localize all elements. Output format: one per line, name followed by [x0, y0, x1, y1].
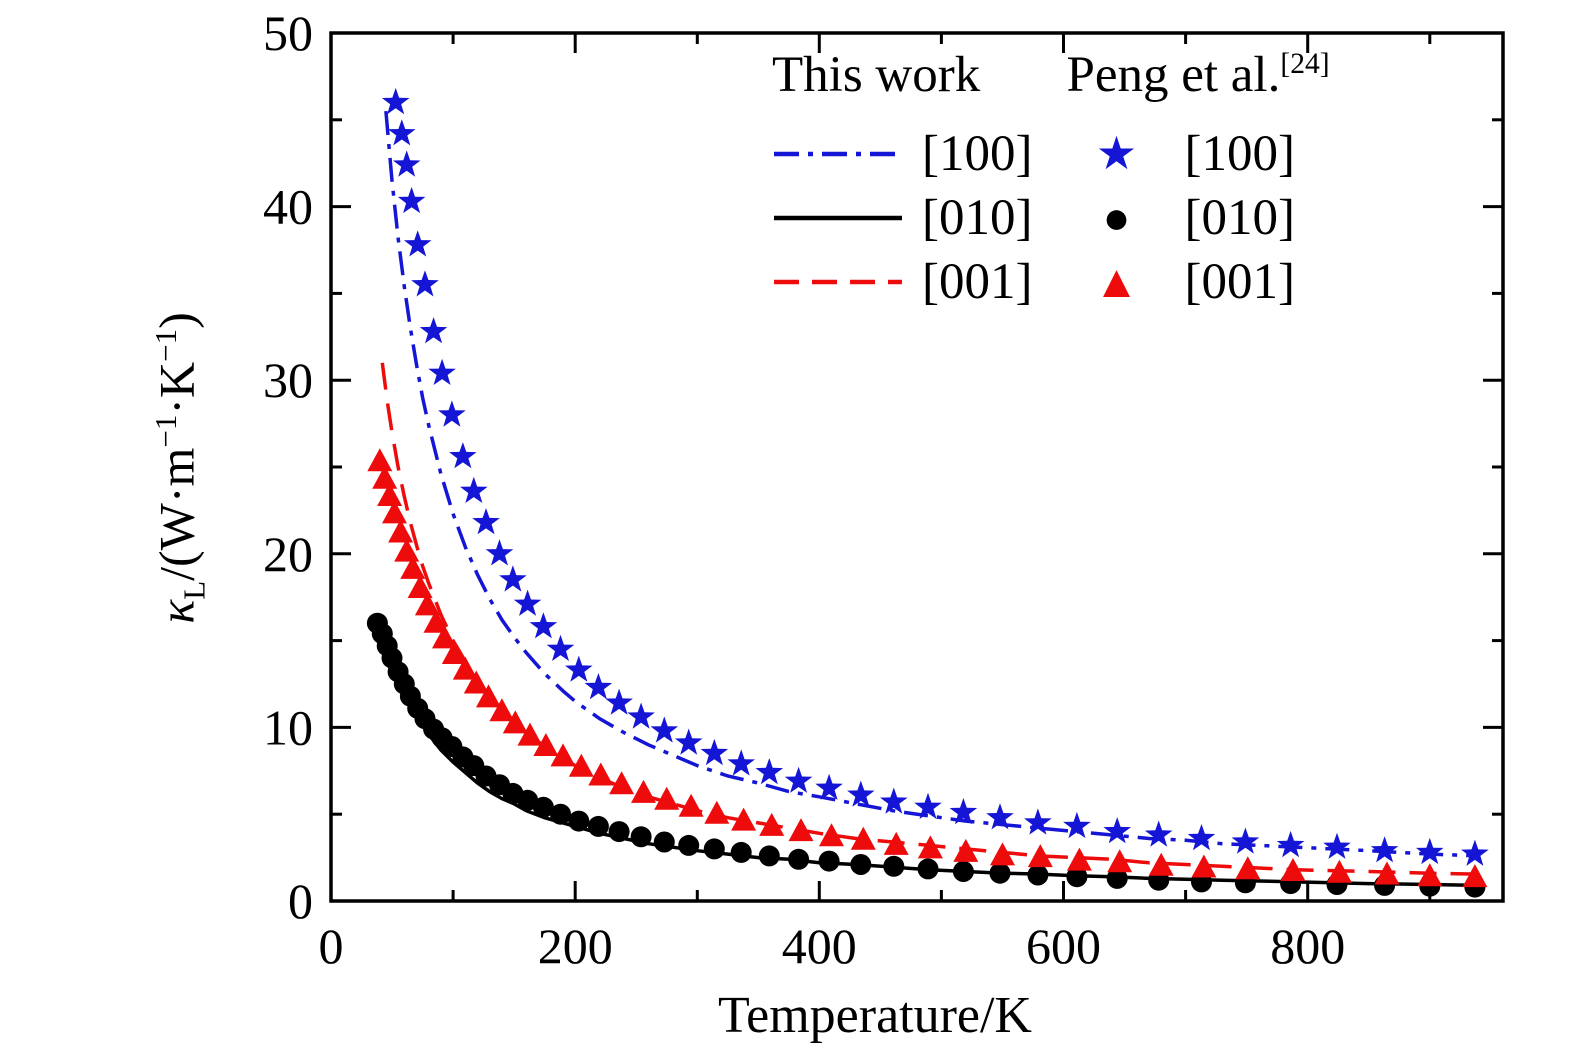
- y-tick-label: 30: [263, 352, 313, 408]
- kappa-symbol: κ: [148, 599, 205, 624]
- star-icon: ★: [1095, 128, 1138, 179]
- y-tick-label: 10: [263, 699, 313, 755]
- circle-icon: ●: [1102, 192, 1131, 243]
- legend-header-this-work: This work: [772, 47, 981, 103]
- dashdot-line-sample-icon: [774, 151, 902, 157]
- legend-col-this-work: This work [100] [010] [001]: [772, 46, 1032, 314]
- legend-header-peng-text: Peng et al.: [1066, 47, 1281, 103]
- x-tick-label: 800: [1270, 918, 1345, 974]
- dashed-line-sample-icon: [774, 279, 902, 285]
- legend-label: [100]: [1184, 126, 1295, 182]
- y-axis-label: κL/(W·m−1·K−1): [147, 312, 212, 624]
- kappa-subscript: L: [176, 580, 212, 600]
- y-tick-label: 40: [263, 179, 313, 235]
- x-axis-label: Temperature/K: [718, 987, 1032, 1044]
- legend: This work [100] [010] [001] Peng et al.[…: [772, 46, 1330, 314]
- legend-entry-line-001: [001]: [772, 250, 1032, 314]
- legend-label: [001]: [1184, 254, 1295, 310]
- legend-entry-line-010: [010]: [772, 186, 1032, 250]
- x-tick-label: 400: [782, 918, 857, 974]
- y-tick-label: 50: [263, 5, 313, 61]
- citation-ref: [24]: [1280, 48, 1330, 80]
- legend-entry-marker-100: ★ [100]: [1066, 122, 1329, 186]
- legend-label: [100]: [922, 126, 1033, 182]
- legend-label: [010]: [1184, 190, 1295, 246]
- legend-header-peng: Peng et al.[24]: [1066, 46, 1329, 122]
- solid-line-sample-icon: [774, 215, 902, 221]
- y-tick-label: 20: [263, 526, 313, 582]
- legend-col-peng: Peng et al.[24] ★ [100] ● [010] ▲ [001]: [1066, 46, 1329, 314]
- legend-entry-line-100: [100]: [772, 122, 1032, 186]
- legend-entry-marker-001: ▲ [001]: [1066, 250, 1329, 314]
- x-tick-label: 0: [319, 918, 344, 974]
- legend-entry-marker-010: ● [010]: [1066, 186, 1329, 250]
- y-tick-label: 0: [288, 873, 313, 929]
- legend-label: [001]: [922, 254, 1033, 310]
- x-tick-label: 200: [538, 918, 613, 974]
- legend-label: [010]: [922, 190, 1033, 246]
- x-tick-label: 600: [1026, 918, 1101, 974]
- triangle-icon: ▲: [1093, 256, 1140, 307]
